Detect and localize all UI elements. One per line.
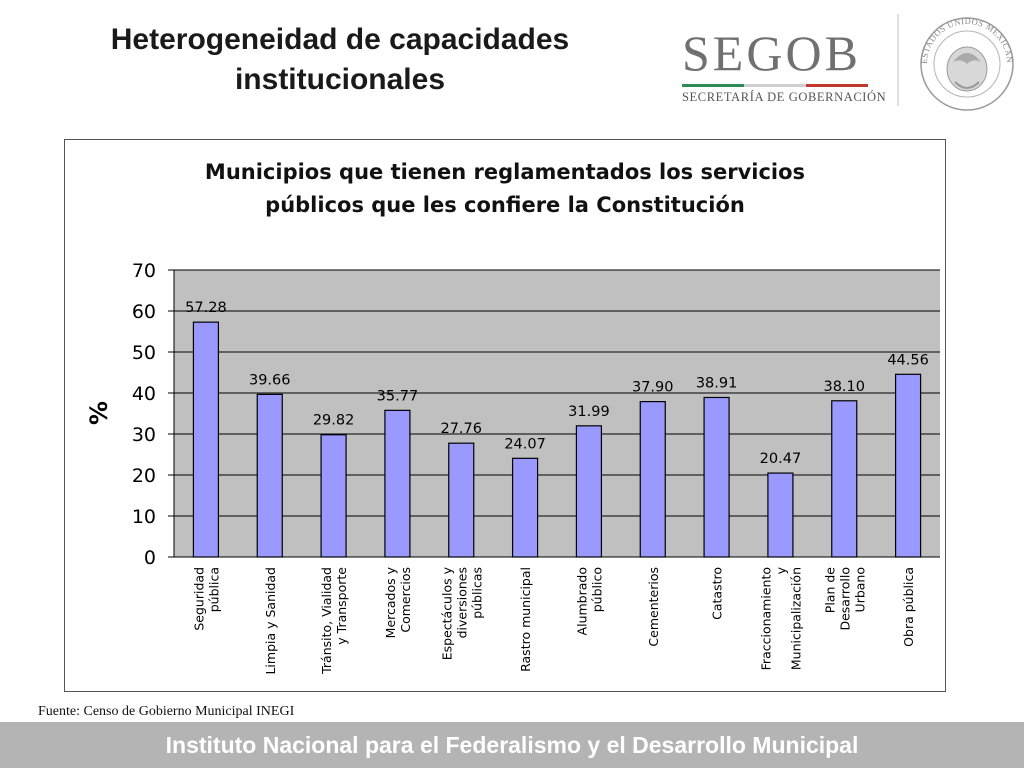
x-tick-label-group: Tránsito, Vialidad y Transporte	[319, 567, 349, 675]
x-tick-label: Urbano	[852, 567, 867, 612]
bar	[384, 409, 411, 558]
y-axis-ticks: 0 10 20 30 40 50 60 70	[132, 260, 175, 569]
x-tick-label: Rastro municipal	[518, 567, 533, 672]
x-tick-label: y Transporte	[334, 567, 349, 645]
bar-value-label: 38.10	[823, 379, 865, 395]
bar	[511, 457, 539, 558]
bar	[703, 396, 730, 558]
bar-value-label: 57.28	[185, 300, 227, 316]
bar	[767, 472, 794, 558]
bar-value-label: 39.66	[249, 372, 291, 388]
y-tick-label: 60	[132, 301, 156, 323]
x-tick-label: Comercios	[398, 567, 413, 633]
x-tick-label-group: Seguridad pública	[191, 567, 221, 631]
x-tick-label-group: Espectáculos y diversiones públicas	[439, 566, 484, 660]
plot-area	[174, 270, 940, 557]
y-tick-label: 70	[132, 260, 156, 282]
x-tick-label: Alumbrado	[574, 567, 589, 635]
x-tick-label: Tránsito, Vialidad	[319, 567, 334, 675]
x-tick-label: Cementerios	[646, 567, 661, 647]
coat-of-arms-seal-icon: ESTADOS UNIDOS MEXICANOS	[917, 14, 1015, 111]
bar-value-label: 31.99	[568, 404, 610, 420]
bar-value-label: 37.90	[632, 380, 674, 396]
x-tick-label: y	[773, 566, 788, 574]
x-tick-label-group: Limpia y Sanidad	[263, 567, 278, 675]
x-tick-label-group: Cementerios	[646, 567, 661, 647]
y-tick-label: 10	[132, 506, 156, 528]
x-tick-label: Fraccionamiento	[758, 567, 773, 670]
x-tick-label: público	[589, 567, 604, 612]
x-tick-label: Limpia y Sanidad	[263, 567, 278, 675]
x-tick-label-group: Catastro	[710, 567, 725, 620]
x-tick-label: Catastro	[710, 567, 725, 620]
x-tick-label: Plan de	[822, 567, 837, 614]
segob-wordmark: SEGOB	[682, 25, 861, 81]
bar	[320, 434, 347, 558]
bar-value-label: 44.56	[887, 352, 929, 368]
segob-subtitle: SECRETARÍA DE GOBERNACIÓN	[682, 90, 887, 104]
x-axis-labels: Seguridad pública Limpia y Sanidad Tránsito…	[191, 566, 916, 674]
bar	[575, 425, 603, 558]
x-tick-label-group: Fraccionamiento y Municipalización	[758, 566, 803, 670]
bar	[448, 442, 475, 558]
bar-value-label: 24.07	[504, 436, 546, 452]
y-tick-label: 20	[132, 465, 156, 487]
segob-logo: SEGOB SECRETARÍA DE GOBERNACIÓN ESTADOS …	[672, 14, 1024, 114]
x-tick-label-group: Obra pública	[901, 567, 916, 647]
x-tick-label: Mercados y	[383, 566, 398, 638]
x-tick-label-group: Mercados y Comercios	[383, 566, 413, 638]
bars	[192, 321, 922, 558]
x-tick-label: diversiones	[454, 567, 469, 638]
x-tick-label: Municipalización	[788, 567, 803, 670]
y-tick-label: 0	[144, 547, 156, 569]
footer-band: Instituto Nacional para el Federalismo y…	[0, 722, 1024, 768]
bar	[894, 373, 922, 558]
bar-value-label: 29.82	[313, 413, 355, 429]
segob-tricolor-rule	[682, 84, 868, 87]
bar	[192, 321, 220, 558]
bar-value-label: 20.47	[760, 451, 802, 467]
y-tick-label: 30	[132, 424, 156, 446]
y-tick-label: 40	[132, 383, 156, 405]
bar	[831, 400, 858, 558]
x-tick-label: Espectáculos y	[439, 566, 454, 660]
y-axis-label: %	[85, 401, 113, 425]
slide-title: Heterogeneidad de capacidades institucio…	[110, 23, 570, 96]
bar-value-label: 38.91	[696, 375, 738, 391]
chart-title: Municipios que tienen reglamentados los …	[204, 160, 806, 217]
bar	[256, 393, 283, 558]
x-tick-label: Desarrollo	[837, 567, 852, 631]
bar-value-label: 27.76	[440, 421, 482, 437]
x-tick-label: públicas	[469, 567, 484, 619]
bar-value-label: 35.77	[377, 388, 419, 404]
bar	[639, 401, 666, 558]
logo-divider	[897, 14, 899, 106]
value-labels: 57.28 39.66 29.82 35.77 27.76 24.07 31.99 37.90…	[185, 300, 929, 467]
y-tick-label: 50	[132, 342, 156, 364]
x-tick-label: pública	[206, 567, 221, 612]
gridlines	[174, 269, 940, 558]
x-tick-label: Seguridad	[191, 567, 206, 631]
source-note: Fuente: Censo de Gobierno Municipal INEG…	[38, 704, 295, 719]
x-tick-label-group: Rastro municipal	[518, 567, 533, 672]
x-tick-label-group: Plan de Desarrollo Urbano	[822, 567, 867, 631]
x-tick-label-group: Alumbrado público	[574, 567, 604, 635]
x-tick-label: Obra pública	[901, 567, 916, 647]
footer-text: Instituto Nacional para el Federalismo y…	[165, 732, 859, 758]
